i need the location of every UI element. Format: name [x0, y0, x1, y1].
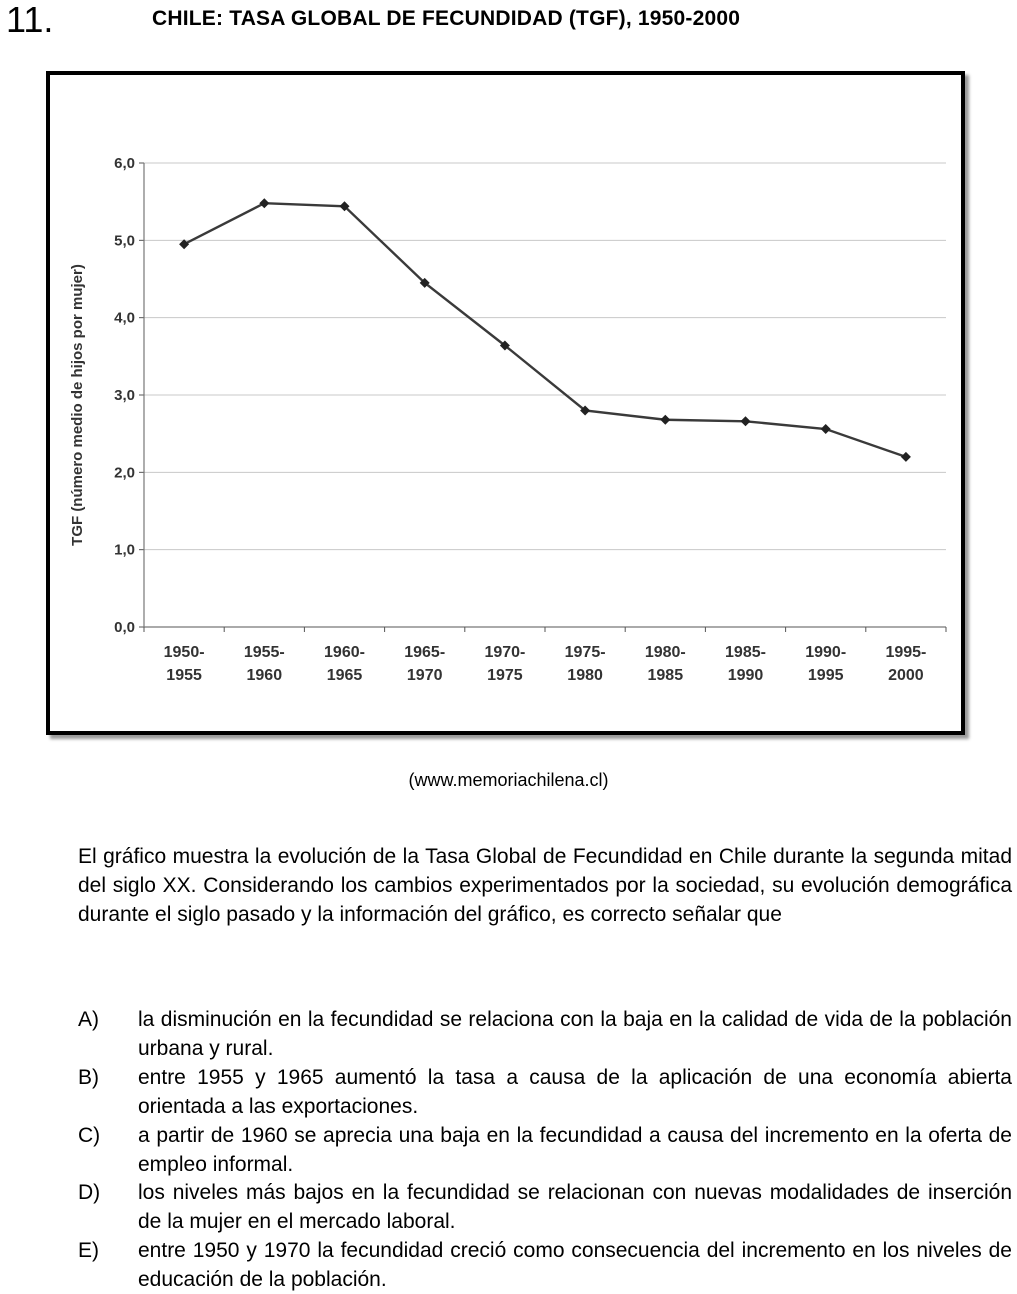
data-point: [339, 201, 350, 212]
x-tick-label: 1955-: [244, 644, 285, 661]
data-point: [660, 414, 671, 425]
option-letter: A): [78, 1008, 99, 1031]
x-tick-label: 1995: [808, 667, 844, 684]
data-point: [740, 416, 751, 427]
data-point: [820, 424, 831, 435]
y-tick-label: 4,0: [114, 310, 135, 327]
line-chart: 0,0 1,0 2,0 3,0 4,0 5,0 6,0 1950- 1955 1955- 1960 1…: [69, 155, 947, 684]
x-tick-label: 1990-: [805, 644, 846, 661]
x-tick-label: 1975: [487, 667, 523, 684]
x-tick-label: 1960: [247, 667, 283, 684]
y-tick-label: 0,0: [114, 619, 135, 636]
data-point: [900, 451, 911, 462]
option-text: entre 1955 y 1965 aumentó la tasa a caus…: [138, 1066, 1012, 1118]
y-axis-label: TGF (número medio de hijos por mujer): [69, 264, 86, 546]
option-e[interactable]: E) entre 1950 y 1970 la fecundidad creci…: [78, 1236, 1012, 1294]
option-a[interactable]: A) la disminución en la fecundidad se re…: [78, 1005, 1012, 1063]
option-c[interactable]: C) a partir de 1960 se aprecia una baja …: [78, 1121, 1012, 1179]
y-tick-label: 3,0: [114, 387, 135, 404]
option-b[interactable]: B) entre 1955 y 1965 aumentó la tasa a c…: [78, 1063, 1012, 1121]
y-tick-label: 1,0: [114, 542, 135, 559]
option-text: a partir de 1960 se aprecia una baja en …: [138, 1124, 1012, 1176]
option-text: la disminución en la fecundidad se relac…: [138, 1008, 1012, 1060]
y-tick-label: 5,0: [114, 232, 135, 249]
chart-frame: 0,0 1,0 2,0 3,0 4,0 5,0 6,0 1950- 1955 1955- 1960 1…: [46, 71, 965, 735]
x-tick-label: 1975-: [565, 644, 606, 661]
x-tick-label: 1965: [327, 667, 363, 684]
y-tick-label: 6,0: [114, 155, 135, 172]
question-number: 11.: [6, 0, 54, 40]
x-tick-label: 1985: [648, 667, 684, 684]
data-point: [499, 340, 510, 351]
option-text: entre 1950 y 1970 la fecundidad creció c…: [138, 1239, 1012, 1291]
x-tick-label: 2000: [888, 667, 924, 684]
x-tick-label: 1960-: [324, 644, 365, 661]
data-point: [419, 277, 430, 288]
option-letter: E): [78, 1239, 99, 1262]
x-tick-label: 1985-: [725, 644, 766, 661]
option-letter: C): [78, 1124, 101, 1147]
x-tick-label: 1970-: [484, 644, 525, 661]
x-tick-label: 1970: [407, 667, 443, 684]
option-text: los niveles más bajos en la fecundidad s…: [138, 1181, 1012, 1233]
x-tick-label: 1955: [166, 667, 202, 684]
x-tick-label: 1965-: [404, 644, 445, 661]
x-tick-label: 1995-: [885, 644, 926, 661]
x-tick-label: 1990: [728, 667, 764, 684]
series-line: [183, 202, 907, 459]
x-tick-label: 1980: [567, 667, 603, 684]
data-point: [259, 198, 270, 209]
x-tick-label: 1980-: [645, 644, 686, 661]
option-letter: D): [78, 1181, 101, 1204]
y-tick-label: 2,0: [114, 464, 135, 481]
data-point: [580, 405, 591, 416]
chart-title: CHILE: TASA GLOBAL DE FECUNDIDAD (TGF), …: [152, 7, 741, 30]
data-point: [179, 239, 190, 250]
option-letter: B): [78, 1066, 99, 1089]
option-d[interactable]: D) los niveles más bajos en la fecundida…: [78, 1178, 1012, 1236]
question-stem: El gráfico muestra la evolución de la Ta…: [78, 845, 1012, 926]
x-tick-label: 1950-: [164, 644, 205, 661]
source-citation: (www.memoriachilena.cl): [408, 770, 609, 790]
